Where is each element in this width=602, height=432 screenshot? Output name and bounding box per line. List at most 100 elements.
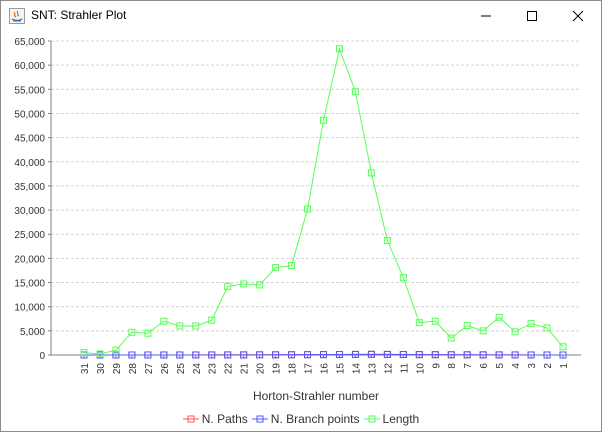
data-point-n-branch-points xyxy=(431,351,439,359)
data-point-n-branch-points xyxy=(176,351,184,359)
x-tick-label: 27 xyxy=(144,363,155,375)
data-point-n-branch-points xyxy=(479,351,487,359)
data-point-n-branch-points xyxy=(511,351,519,359)
legend-label-n-paths: N. Paths xyxy=(201,412,248,426)
data-point-n-branch-points xyxy=(447,351,455,359)
data-point-length xyxy=(80,349,88,357)
chart-legend: N. Paths N. Branch points Length xyxy=(1,409,601,429)
data-point-length xyxy=(176,322,184,330)
data-point-length xyxy=(112,346,120,354)
data-point-length xyxy=(559,343,567,351)
x-tick-label: 9 xyxy=(431,363,442,369)
legend-item-n-branch-points: N. Branch points xyxy=(251,412,360,426)
data-point-length xyxy=(383,237,391,245)
data-point-n-branch-points xyxy=(399,351,407,359)
data-point-length xyxy=(495,313,503,321)
data-point-n-branch-points xyxy=(240,351,248,359)
x-tick-label: 17 xyxy=(304,363,315,375)
legend-swatch-n-branch-points xyxy=(251,415,268,423)
plot-background xyxy=(51,41,581,355)
x-tick-label: 28 xyxy=(128,363,139,375)
y-tick-label: 45,000 xyxy=(14,134,45,145)
x-tick-label: 6 xyxy=(479,363,490,369)
y-tick-label: 65,000 xyxy=(14,37,45,48)
y-tick-label: 25,000 xyxy=(14,230,45,241)
data-point-length xyxy=(304,205,312,213)
data-point-length xyxy=(335,45,343,53)
series-line-length xyxy=(83,46,564,355)
x-tick-label: 5 xyxy=(495,363,506,369)
x-tick-label: 18 xyxy=(288,363,299,375)
x-tick-label: 30 xyxy=(96,363,107,375)
x-tick-label: 14 xyxy=(351,363,362,375)
x-tick-label: 29 xyxy=(112,363,123,375)
y-tick-label: 60,000 xyxy=(14,61,45,72)
data-point-length xyxy=(527,320,535,328)
x-tick-label: 7 xyxy=(463,363,474,369)
data-point-length xyxy=(479,327,487,335)
y-tick-label: 50,000 xyxy=(14,109,45,120)
x-tick-label: 22 xyxy=(224,363,235,375)
data-point-n-branch-points xyxy=(288,351,296,359)
data-point-n-branch-points xyxy=(320,351,327,359)
maximize-button[interactable] xyxy=(509,1,555,31)
data-point-length xyxy=(256,281,264,289)
x-tick-label: 26 xyxy=(160,363,171,375)
strahler-chart[interactable]: 0 5,000 10,000 15,000 20,000 25,000 30,000 35,0… xyxy=(1,31,601,409)
legend-item-length: Length xyxy=(363,412,419,426)
data-point-length xyxy=(144,329,152,337)
x-tick-label: 15 xyxy=(335,363,346,375)
data-point-length xyxy=(96,350,104,358)
data-point-n-branch-points xyxy=(144,351,152,359)
y-tick-label: 40,000 xyxy=(14,158,45,169)
x-tick-label: 20 xyxy=(256,363,267,375)
window-title: SNT: Strahler Plot xyxy=(31,8,127,22)
data-point-n-branch-points xyxy=(272,351,280,359)
x-tick-label: 1 xyxy=(559,363,570,369)
data-point-length xyxy=(415,319,423,327)
data-point-length xyxy=(367,169,375,177)
x-tick-label: 19 xyxy=(272,363,283,375)
data-point-n-branch-points xyxy=(256,351,264,359)
title-bar[interactable]: SNT: Strahler Plot xyxy=(1,1,601,31)
close-button[interactable] xyxy=(555,1,601,31)
y-tick-label: 30,000 xyxy=(14,206,45,217)
data-point-length xyxy=(240,280,248,288)
data-point-length xyxy=(399,274,407,282)
data-point-length xyxy=(447,334,455,342)
x-tick-label: 21 xyxy=(240,363,251,375)
data-point-n-branch-points xyxy=(351,350,359,358)
x-tick-label: 16 xyxy=(320,363,331,375)
data-point-n-branch-points xyxy=(335,351,343,359)
close-icon xyxy=(572,10,584,22)
data-point-n-branch-points xyxy=(112,351,120,359)
y-tick-label: 20,000 xyxy=(14,254,45,265)
data-point-n-branch-points xyxy=(224,351,232,359)
data-point-n-branch-points xyxy=(367,350,375,358)
legend-item-n-paths: N. Paths xyxy=(182,412,248,426)
legend-swatch-length xyxy=(363,415,380,423)
y-tick-label: 0 xyxy=(39,351,45,362)
series-line-n-branch-points xyxy=(83,353,564,356)
java-icon[interactable] xyxy=(9,8,25,24)
data-point-length xyxy=(288,262,296,270)
legend-swatch-n-paths xyxy=(182,415,199,423)
data-point-n-branch-points xyxy=(559,351,567,359)
data-point-length xyxy=(128,328,136,336)
data-point-n-branch-points xyxy=(527,351,535,359)
minimize-button[interactable] xyxy=(463,1,509,31)
data-point-n-branch-points xyxy=(128,351,136,359)
data-point-length xyxy=(224,282,232,290)
legend-label-n-branch-points: N. Branch points xyxy=(270,412,360,426)
x-tick-label: 25 xyxy=(176,363,187,375)
y-tick-label: 55,000 xyxy=(14,85,45,96)
data-point-n-branch-points xyxy=(383,350,391,358)
data-point-n-branch-points xyxy=(415,351,423,359)
x-tick-label: 31 xyxy=(80,363,91,375)
data-point-n-branch-points xyxy=(192,351,200,359)
chart-panel[interactable]: 0 5,000 10,000 15,000 20,000 25,000 30,000 35,0… xyxy=(1,31,601,431)
data-point-n-branch-points xyxy=(495,351,503,359)
x-tick-label: 13 xyxy=(367,363,378,375)
x-tick-label: 24 xyxy=(192,363,203,375)
y-tick-label: 10,000 xyxy=(14,303,45,314)
